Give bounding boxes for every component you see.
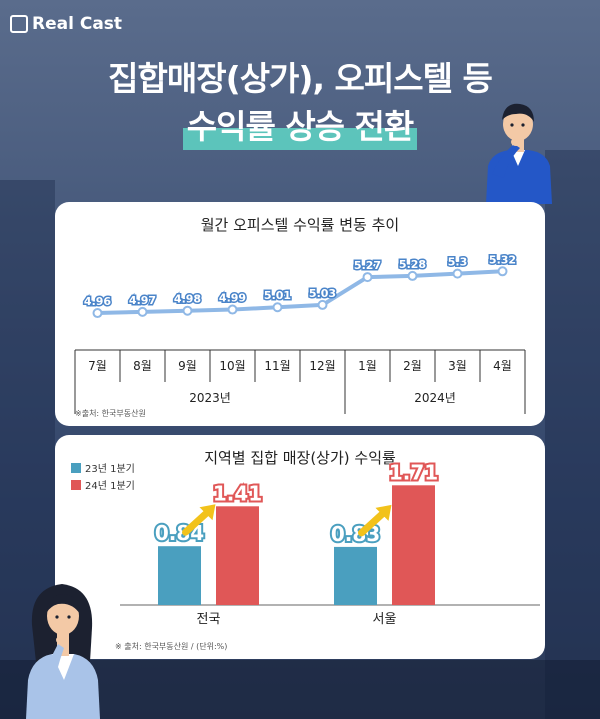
line-point-label: 4.96 — [84, 295, 111, 308]
thinking-woman-illustration — [26, 584, 100, 719]
line-point — [452, 268, 463, 279]
line-point — [92, 308, 103, 319]
x-tick-label: 11월 — [264, 359, 290, 373]
headline-line2: 수익률 상승 전환 — [186, 107, 415, 146]
x-tick-label: 3월 — [448, 359, 467, 373]
x-tick-label: 4월 — [493, 359, 512, 373]
increase-arrow-head — [199, 504, 216, 521]
line-chart: 4.96 4.97 4.98 4.99 5.01 5.03 5.27 5.28 5.3 5.32 7… — [74, 252, 526, 414]
background-street — [0, 660, 600, 719]
line-point-label: 5.3 — [448, 256, 468, 269]
x-tick-label: 12월 — [309, 359, 335, 373]
line-chart-card: 월간 오피스텔 수익률 변동 추이 4.96 4.97 4.98 4.99 5.01 5.… — [55, 202, 545, 426]
x-tick-label: 1월 — [358, 359, 377, 373]
line-point-label: 4.99 — [219, 292, 246, 305]
increase-arrow — [182, 508, 211, 536]
x-tick-label: 9월 — [178, 359, 197, 373]
year-label: 2024년 — [414, 391, 456, 405]
line-point — [497, 266, 508, 277]
headline-highlight — [183, 128, 417, 150]
line-point — [317, 299, 328, 310]
bar — [158, 546, 201, 605]
increase-arrow-head — [375, 504, 392, 521]
x-tick-label: 7월 — [88, 359, 107, 373]
line-series — [97, 269, 503, 316]
legend-swatch — [71, 480, 81, 490]
bar-value-label: 1.71 — [389, 460, 438, 484]
line-point — [182, 305, 193, 316]
legend-label: 23년 1분기 — [85, 463, 135, 475]
category-label: 전국 — [197, 612, 221, 627]
line-chart-source: ※출처: 한국부동산원 — [75, 409, 146, 418]
line-point-label: 5.28 — [399, 258, 426, 271]
background-building — [545, 150, 600, 719]
line-point-label: 5.32 — [489, 253, 516, 266]
bar-value-label: 1.41 — [213, 481, 262, 505]
bar — [392, 485, 435, 605]
headline-line1: 집합매장(상가), 오피스텔 등 — [108, 59, 493, 98]
line-point-label: 5.27 — [354, 259, 381, 272]
bar — [216, 506, 259, 605]
bar-chart-title: 지역별 집합 매장(상가) 수익률 — [204, 449, 396, 467]
line-point-label: 4.97 — [129, 294, 156, 307]
x-tick-label: 10월 — [219, 359, 245, 373]
logo-text: Real Cast — [32, 14, 123, 34]
bar-chart-source: ※ 출처: 한국부동산원 / (단위:%) — [115, 642, 228, 651]
thinking-man-illustration — [486, 103, 552, 204]
x-tick-label: 2월 — [403, 359, 422, 373]
line-point — [272, 302, 283, 313]
line-point — [407, 270, 418, 281]
legend-swatch — [71, 463, 81, 473]
line-point-label: 5.03 — [309, 287, 336, 300]
line-point — [137, 306, 148, 317]
bar — [334, 546, 377, 605]
logo-icon — [10, 15, 28, 33]
year-label: 2023년 — [189, 391, 231, 405]
x-tick-label: 8월 — [133, 359, 152, 373]
line-chart-title: 월간 오피스텔 수익률 변동 추이 — [200, 216, 400, 234]
brand-logo: Real Cast — [10, 14, 122, 34]
line-point — [362, 272, 373, 283]
category-label: 서울 — [373, 612, 397, 627]
bar-chart-card: 지역별 집합 매장(상가) 수익률 23년 1분기 24년 1분기 0.84 1.41… — [55, 435, 545, 659]
increase-arrow — [358, 509, 387, 537]
line-point — [227, 304, 238, 315]
line-point-label: 5.01 — [264, 289, 291, 302]
legend-label: 24년 1분기 — [85, 480, 135, 492]
line-point-label: 4.98 — [174, 293, 201, 306]
